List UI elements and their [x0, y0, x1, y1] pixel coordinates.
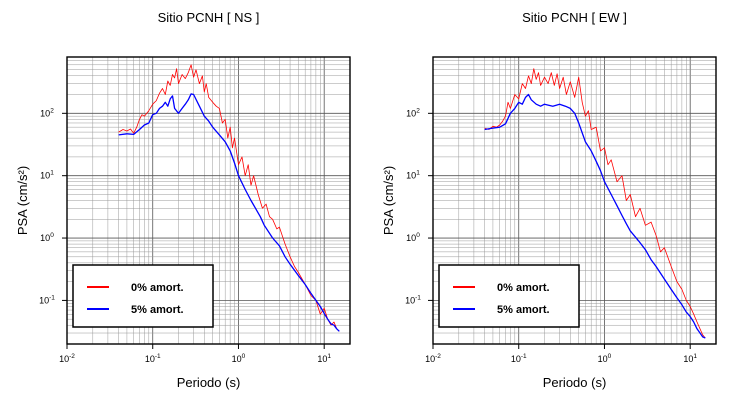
- x-tick-exponent: 1: [327, 353, 331, 360]
- y-tick-exponent: -1: [415, 294, 421, 301]
- x-tick-label: 101: [683, 353, 697, 364]
- x-tick-label: 101: [317, 353, 331, 364]
- x-tick-label: 100: [232, 353, 246, 364]
- series-line-amort-0: [484, 68, 706, 339]
- y-tick-exponent: 2: [416, 107, 420, 114]
- y-tick-exponent: 1: [50, 170, 54, 177]
- legend-label: 0% amort.: [497, 282, 550, 294]
- y-tick-exponent: 1: [416, 170, 420, 177]
- y-tick-label: 10-1: [39, 294, 55, 305]
- y-tick-label: 101: [406, 170, 420, 181]
- chart-title: Sitio PCNH [ NS ]: [158, 10, 260, 25]
- series-line-amort-5: [484, 93, 706, 339]
- chart-panel-1: Sitio PCNH [ NS ]10-2 10-1 100 10110-110010…: [15, 10, 351, 390]
- x-tick-exponent: 0: [242, 353, 246, 360]
- y-tick-label: 10-1: [405, 294, 421, 305]
- y-tick-exponent: 0: [50, 232, 54, 239]
- plot-frame: [66, 56, 351, 345]
- x-tick-label: 10-1: [145, 353, 161, 364]
- x-tick-exponent: 1: [693, 353, 697, 360]
- series-line-amort-5: [118, 93, 340, 332]
- y-axis-label: PSA (cm/s²): [381, 166, 396, 235]
- x-tick-exponent: -1: [155, 353, 161, 360]
- y-tick-label: 102: [406, 107, 420, 118]
- x-axis-label: Periodo (s): [177, 375, 241, 390]
- x-tick-label: 10-1: [511, 353, 527, 364]
- y-tick-label: 102: [40, 107, 54, 118]
- x-axis-label: Periodo (s): [543, 375, 607, 390]
- legend-label: 0% amort.: [131, 282, 184, 294]
- legend: 0% amort. 5% amort.: [72, 264, 214, 328]
- plot-frame: [432, 56, 717, 345]
- legend: 0% amort. 5% amort.: [438, 264, 580, 328]
- series-line-amort-0: [118, 64, 340, 332]
- y-axis-label: PSA (cm/s²): [15, 166, 30, 235]
- grid: [433, 57, 716, 344]
- chart-title: Sitio PCNH [ EW ]: [522, 10, 627, 25]
- y-tick-exponent: 0: [416, 232, 420, 239]
- x-tick-label: 10-2: [425, 353, 441, 364]
- grid: [67, 57, 350, 344]
- x-tick-exponent: 0: [608, 353, 612, 360]
- y-tick-exponent: -1: [49, 294, 55, 301]
- x-tick-exponent: -2: [69, 353, 75, 360]
- y-tick-exponent: 2: [50, 107, 54, 114]
- legend-box: [72, 264, 214, 328]
- y-tick-label: 100: [406, 232, 420, 243]
- legend-label: 5% amort.: [131, 304, 184, 316]
- y-tick-label: 101: [40, 170, 54, 181]
- x-tick-label: 100: [598, 353, 612, 364]
- chart-panel-2: Sitio PCNH [ EW ]10-2 10-1 100 10110-110010…: [381, 10, 717, 390]
- x-tick-label: 10-2: [59, 353, 75, 364]
- x-tick-exponent: -2: [435, 353, 441, 360]
- y-tick-label: 100: [40, 232, 54, 243]
- legend-label: 5% amort.: [497, 304, 550, 316]
- x-tick-exponent: -1: [521, 353, 527, 360]
- legend-box: [438, 264, 580, 328]
